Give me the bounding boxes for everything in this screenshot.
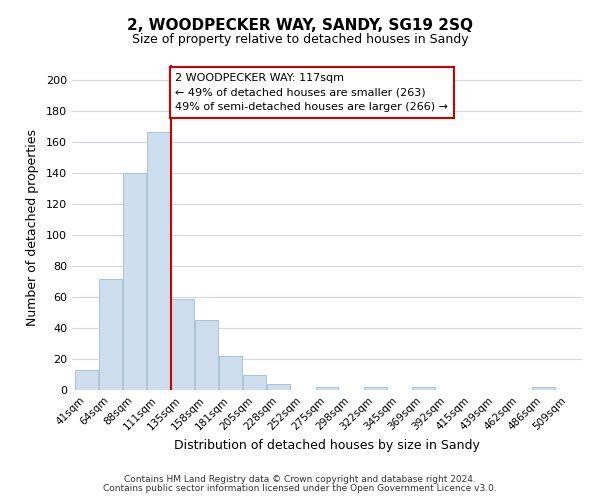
Text: 2, WOODPECKER WAY, SANDY, SG19 2SQ: 2, WOODPECKER WAY, SANDY, SG19 2SQ [127,18,473,32]
Text: 2 WOODPECKER WAY: 117sqm
← 49% of detached houses are smaller (263)
49% of semi-: 2 WOODPECKER WAY: 117sqm ← 49% of detach… [175,72,448,112]
Bar [123,174,146,390]
Bar [147,132,170,390]
Bar [316,387,338,390]
Bar [171,298,194,390]
Bar [220,356,242,390]
Bar [532,387,555,390]
Bar [244,374,266,390]
Text: Size of property relative to detached houses in Sandy: Size of property relative to detached ho… [131,32,469,46]
Bar [195,320,218,390]
Bar [364,387,386,390]
Y-axis label: Number of detached properties: Number of detached properties [26,129,39,326]
Bar [99,278,122,390]
Bar [412,387,434,390]
Bar [75,370,98,390]
X-axis label: Distribution of detached houses by size in Sandy: Distribution of detached houses by size … [174,438,480,452]
Text: Contains HM Land Registry data © Crown copyright and database right 2024.: Contains HM Land Registry data © Crown c… [124,475,476,484]
Text: Contains public sector information licensed under the Open Government Licence v3: Contains public sector information licen… [103,484,497,493]
Bar [268,384,290,390]
